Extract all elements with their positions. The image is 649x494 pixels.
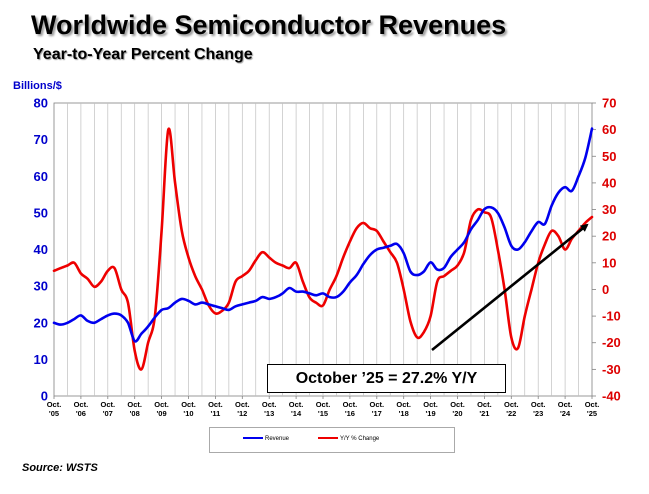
x-axis-tick-label: Oct. bbox=[531, 400, 546, 409]
legend-label-yoy: Y/Y % Change bbox=[340, 436, 380, 442]
left-axis-tick-label: 10 bbox=[34, 352, 48, 367]
x-axis-tick-label: Oct. bbox=[423, 400, 438, 409]
chart-subtitle: Year-to-Year Percent Change bbox=[33, 46, 253, 63]
chart-title: Worldwide Semiconductor Revenues bbox=[31, 10, 507, 40]
series-lines bbox=[52, 127, 594, 371]
right-axis-tick-label: 60 bbox=[602, 122, 616, 137]
right-axis-tick-label: 20 bbox=[602, 229, 616, 244]
right-axis-tick-label: 10 bbox=[602, 255, 616, 270]
x-axis-tick-label: '09 bbox=[157, 409, 167, 418]
source-note: Source: WSTS bbox=[22, 462, 98, 474]
left-axis-tick-label: 60 bbox=[34, 169, 48, 184]
x-axis-tick-label: Oct. bbox=[262, 400, 277, 409]
x-axis-tick-label: '12 bbox=[237, 409, 247, 418]
legend-swatch-yoy bbox=[318, 437, 338, 440]
x-axis-tick-label: Oct. bbox=[74, 400, 89, 409]
x-axis-tick-label: '06 bbox=[76, 409, 86, 418]
right-axis-tick-label: 40 bbox=[602, 175, 616, 190]
x-axis-tick-label: '11 bbox=[211, 409, 221, 418]
x-axis-tick-label: Oct. bbox=[477, 400, 492, 409]
callout-box: October ’25 = 27.2% Y/Y bbox=[267, 364, 506, 393]
right-axis-tick-label: 50 bbox=[602, 149, 616, 164]
x-axis-tick-label: Oct. bbox=[208, 400, 223, 409]
legend-swatch-revenue bbox=[243, 437, 263, 440]
x-axis-tick-label: Oct. bbox=[289, 400, 304, 409]
left-axis-tick-label: 70 bbox=[34, 132, 48, 147]
x-axis-tick-label: '24 bbox=[560, 409, 571, 418]
x-axis-tick-label: '23 bbox=[533, 409, 543, 418]
right-axis-tick-label: -10 bbox=[602, 309, 621, 324]
legend-item-revenue: Revenue bbox=[243, 436, 289, 442]
series-line-yoy-change bbox=[52, 127, 594, 371]
left-axis-unit-label: Billions/$ bbox=[13, 80, 62, 92]
trend-arrow bbox=[431, 223, 589, 352]
x-axis-tick-label: Oct. bbox=[396, 400, 411, 409]
right-axis-tick-label: -30 bbox=[602, 362, 621, 377]
x-axis-tick-label: Oct. bbox=[127, 400, 142, 409]
right-axis-tick-label: 0 bbox=[602, 282, 609, 297]
x-axis-tick-label: Oct. bbox=[585, 400, 600, 409]
x-axis-tick-label: '25 bbox=[587, 409, 597, 418]
x-axis-ticks: Oct.'05Oct.'06Oct.'07Oct.'08Oct.'09Oct.'… bbox=[47, 396, 600, 418]
x-axis-tick-label: Oct. bbox=[47, 400, 62, 409]
x-axis-tick-label: '20 bbox=[452, 409, 462, 418]
x-axis-tick-label: Oct. bbox=[235, 400, 250, 409]
x-axis-tick-label: Oct. bbox=[154, 400, 169, 409]
x-axis-tick-label: '21 bbox=[479, 409, 489, 418]
x-axis-tick-label: '05 bbox=[49, 409, 59, 418]
x-axis-tick-label: '08 bbox=[130, 409, 140, 418]
x-axis-tick-label: Oct. bbox=[316, 400, 331, 409]
x-axis-tick-label: Oct. bbox=[558, 400, 573, 409]
x-axis-tick-label: '14 bbox=[291, 409, 302, 418]
legend-item-yoy: Y/Y % Change bbox=[318, 436, 379, 442]
left-axis-tick-label: 20 bbox=[34, 315, 48, 330]
legend-label-revenue: Revenue bbox=[265, 436, 290, 442]
left-axis-tick-label: 40 bbox=[34, 242, 48, 257]
chart-legend: Revenue Y/Y % Change bbox=[209, 427, 455, 453]
x-axis-tick-label: Oct. bbox=[343, 400, 358, 409]
x-axis-tick-label: '10 bbox=[183, 409, 193, 418]
series-line-revenue bbox=[52, 127, 594, 343]
x-axis-tick-label: '15 bbox=[318, 409, 328, 418]
right-axis-tick-label: 70 bbox=[602, 96, 616, 111]
right-axis-tick-label: 30 bbox=[602, 202, 616, 217]
x-axis-tick-label: '13 bbox=[264, 409, 274, 418]
x-axis-tick-label: Oct. bbox=[101, 400, 116, 409]
left-axis-ticks: 0 10 20 30 40 50 60 70 80 bbox=[34, 96, 48, 404]
right-axis-ticks: -40 -30 -20 -10 0 10 20 30 40 50 60 70 bbox=[592, 96, 621, 404]
x-axis-tick-label: Oct. bbox=[450, 400, 465, 409]
x-axis-tick-label: '19 bbox=[426, 409, 436, 418]
x-axis-tick-label: Oct. bbox=[370, 400, 385, 409]
x-axis-tick-label: Oct. bbox=[504, 400, 519, 409]
right-axis-tick-label: -20 bbox=[602, 335, 621, 350]
trend-arrow-line bbox=[431, 223, 589, 352]
left-axis-tick-label: 80 bbox=[34, 96, 48, 111]
left-axis-tick-label: 30 bbox=[34, 279, 48, 294]
x-axis-tick-label: Oct. bbox=[181, 400, 196, 409]
x-axis-tick-label: '22 bbox=[506, 409, 516, 418]
x-axis-tick-label: '18 bbox=[399, 409, 409, 418]
x-axis-tick-label: '17 bbox=[372, 409, 382, 418]
left-axis-tick-label: 50 bbox=[34, 205, 48, 220]
x-axis-tick-label: '16 bbox=[345, 409, 355, 418]
x-axis-tick-label: '07 bbox=[103, 409, 113, 418]
left-axis-tick-label: 0 bbox=[41, 389, 48, 404]
right-axis-tick-label: -40 bbox=[602, 389, 621, 404]
